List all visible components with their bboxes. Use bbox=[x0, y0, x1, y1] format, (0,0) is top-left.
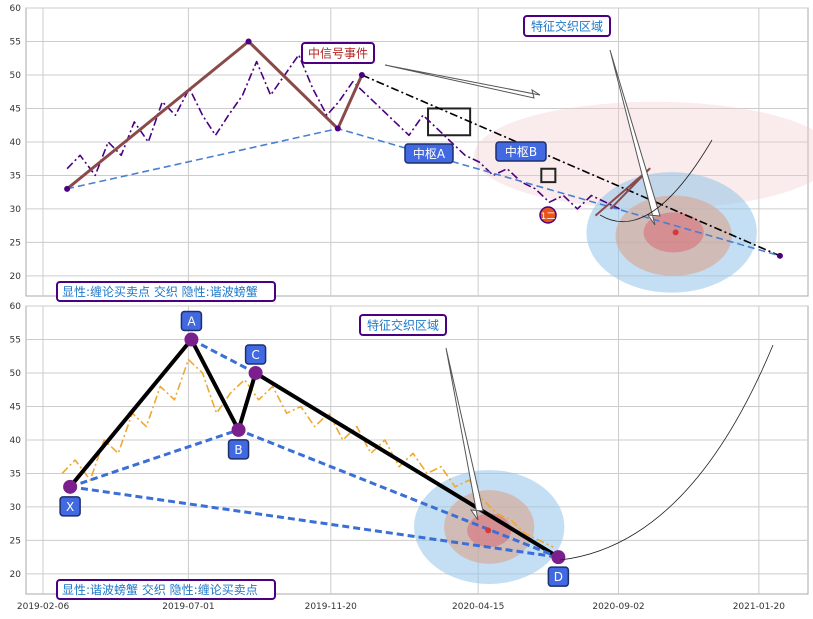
pivot-point bbox=[776, 252, 783, 259]
y-tick-label: 25 bbox=[10, 536, 21, 546]
y-tick-label: 35 bbox=[10, 171, 21, 181]
bottom-plot-area bbox=[25, 305, 809, 595]
signal-marker: 1二 bbox=[539, 206, 557, 224]
x-axis: 2019-02-06 2019-07-01 2019-11-20 2020-04-15… bbox=[17, 602, 785, 612]
y-tick-label: 50 bbox=[10, 71, 22, 81]
series-chanlun-strokes bbox=[66, 40, 364, 190]
y-tick-label: 40 bbox=[10, 436, 22, 446]
arc-bottom bbox=[559, 344, 774, 561]
x-tick-label: 2019-11-20 bbox=[305, 602, 358, 612]
harmonic-label: A bbox=[187, 314, 196, 328]
top-legend-text: 显性:缠论买卖点 交织 隐性:谐波螃蟹 bbox=[62, 284, 258, 299]
zhongshu-b-badge: 中枢B bbox=[495, 141, 547, 162]
harmonic-label-box bbox=[59, 496, 81, 517]
feature-zone-label-top: 特征交织区域 bbox=[531, 19, 603, 34]
x-tick-label: 2020-04-15 bbox=[452, 602, 504, 612]
forecast-point bbox=[672, 229, 679, 236]
series-price bbox=[61, 358, 554, 548]
top-panel: 20 25 30 35 40 45 50 55 60 bbox=[10, 4, 813, 297]
arc-top bbox=[599, 139, 713, 223]
arrow-feature-top bbox=[609, 49, 661, 226]
annotation-arrows bbox=[384, 49, 774, 561]
bottom-legend-text: 显性:谐波螃蟹 交织 隐性:缠论买卖点 bbox=[62, 582, 258, 597]
bottom-chart-layers: X A B C D bbox=[59, 310, 570, 587]
series-price bbox=[66, 54, 620, 210]
forecast-point bbox=[485, 527, 492, 534]
harmonic-label-box bbox=[227, 439, 250, 460]
feature-zone-label-bottom: 特征交织区域 bbox=[367, 318, 439, 333]
y-tick-label: 55 bbox=[10, 37, 21, 47]
y-tick-label: 30 bbox=[10, 205, 22, 215]
harmonic-point bbox=[248, 365, 263, 380]
series-harmonic-dashes-3 bbox=[190, 338, 257, 375]
top-annotation-feature: 特征交织区域 bbox=[523, 15, 611, 37]
zhongshu-zone bbox=[540, 167, 557, 184]
pivot-point bbox=[358, 71, 365, 78]
pivot-point bbox=[64, 185, 71, 192]
x-tick-label: 2021-01-20 bbox=[733, 602, 786, 612]
y-tick-label: 45 bbox=[10, 104, 21, 114]
bottom-legend-box: 显性:谐波螃蟹 交织 隐性:缠论买卖点 bbox=[56, 579, 276, 600]
y-tick-label: 20 bbox=[10, 272, 22, 282]
top-chart-layers bbox=[64, 38, 813, 293]
harmonic-label: C bbox=[251, 348, 259, 362]
series-harmonic-dashes-2 bbox=[69, 485, 559, 559]
series-zigzag bbox=[594, 167, 651, 217]
harmonic-point bbox=[63, 479, 78, 494]
harmonic-point bbox=[184, 332, 199, 347]
harmonic-point bbox=[231, 422, 246, 437]
y-tick-label: 30 bbox=[10, 503, 22, 513]
arrow-feature-bottom bbox=[445, 347, 484, 521]
harmonic-label-box bbox=[244, 344, 267, 365]
zhongshu-a-badge: 中枢A bbox=[404, 143, 454, 164]
bottom-annotation-feature: 特征交织区域 bbox=[359, 314, 447, 336]
harmonic-label-box bbox=[180, 310, 203, 332]
bottom-panel: 20 25 30 35 40 45 50 55 60 X A B C D bbox=[10, 302, 809, 595]
y-tick-label: 40 bbox=[10, 138, 22, 148]
harmonic-point bbox=[551, 550, 566, 565]
y-tick-label: 60 bbox=[10, 4, 22, 14]
top-y-axis: 20 25 30 35 40 45 50 55 60 bbox=[10, 4, 22, 282]
y-tick-label: 25 bbox=[10, 238, 21, 248]
signal-event-label: 中信号事件 bbox=[308, 46, 368, 61]
harmonic-label: B bbox=[234, 443, 242, 457]
harmonic-label: D bbox=[554, 570, 563, 584]
y-tick-label: 55 bbox=[10, 335, 21, 345]
harmonic-label: X bbox=[66, 500, 74, 514]
harmonic-label-box bbox=[547, 566, 570, 587]
y-tick-label: 20 bbox=[10, 570, 22, 580]
x-tick-label: 2019-07-01 bbox=[162, 602, 214, 612]
y-tick-label: 50 bbox=[10, 369, 22, 379]
bottom-y-axis: 20 25 30 35 40 45 50 55 60 bbox=[10, 302, 22, 580]
x-tick-label: 2020-09-02 bbox=[592, 602, 644, 612]
top-annotation-signal: 中信号事件 bbox=[301, 42, 375, 64]
x-tick-label: 2019-02-06 bbox=[17, 602, 70, 612]
top-legend-box: 显性:缠论买卖点 交织 隐性:谐波螃蟹 bbox=[56, 281, 276, 302]
y-tick-label: 35 bbox=[10, 469, 21, 479]
series-trend bbox=[361, 74, 781, 257]
arrow-signal bbox=[384, 64, 541, 99]
probability-ellipse bbox=[474, 101, 813, 209]
pivot-point bbox=[334, 125, 341, 132]
signal-marker-label: 1二 bbox=[541, 212, 556, 222]
pivot-point bbox=[245, 38, 252, 45]
zhongshu-a-label: 中枢A bbox=[413, 146, 446, 161]
y-tick-label: 60 bbox=[10, 302, 22, 312]
y-tick-label: 45 bbox=[10, 402, 21, 412]
zhongshu-b-label: 中枢B bbox=[505, 144, 537, 159]
